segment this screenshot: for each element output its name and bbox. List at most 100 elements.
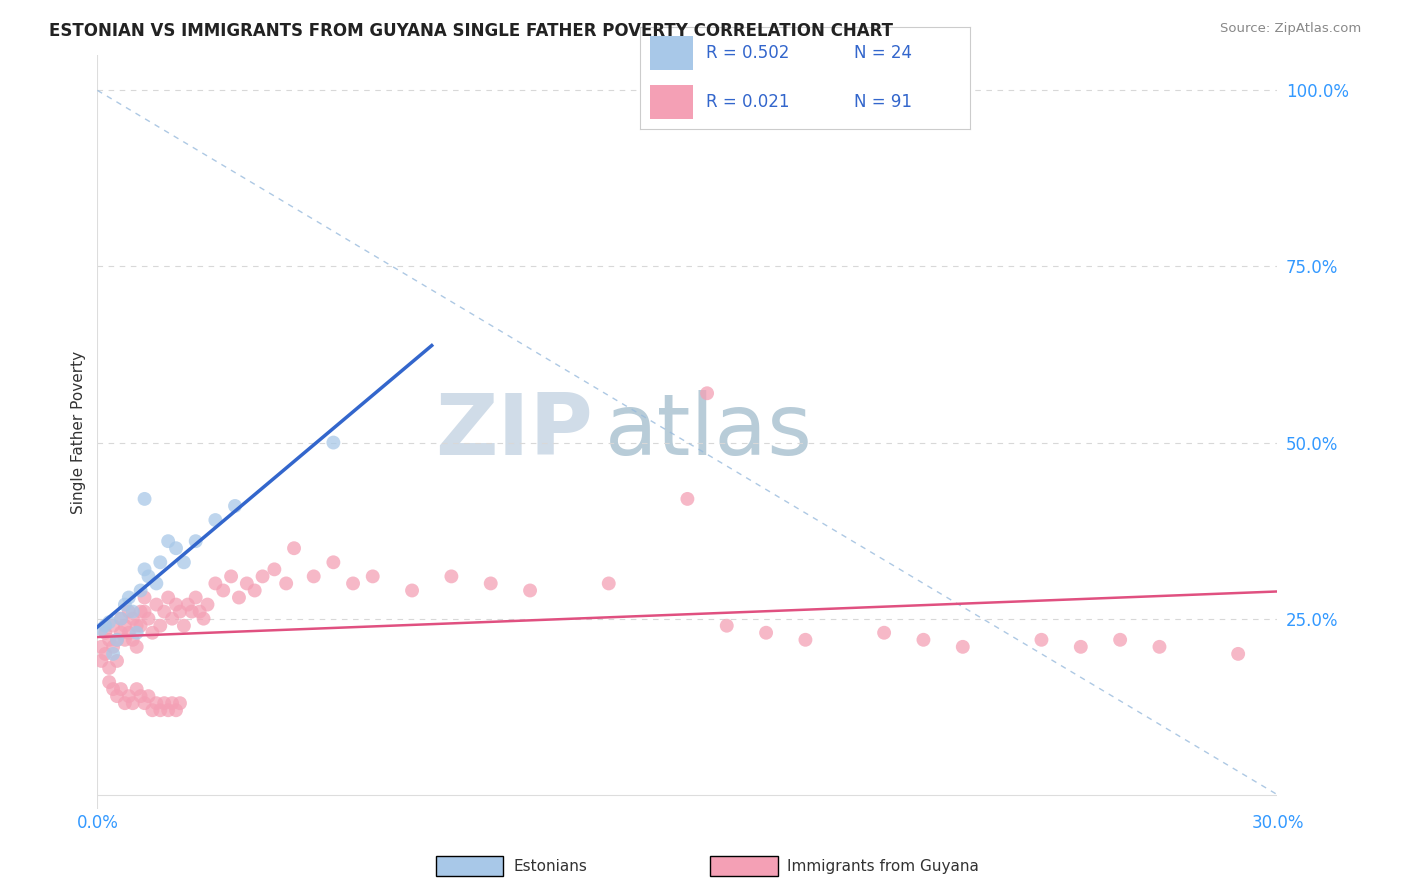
Text: R = 0.502: R = 0.502: [706, 44, 789, 62]
Point: [276, 576, 298, 591]
Point: [598, 576, 620, 591]
Point: [98, 632, 121, 647]
Point: [134, 696, 156, 710]
Point: [219, 569, 242, 583]
Point: [716, 618, 738, 632]
Point: [157, 591, 180, 605]
Point: [149, 703, 172, 717]
Point: [145, 576, 167, 591]
Text: atlas: atlas: [605, 391, 813, 474]
Point: [98, 661, 121, 675]
Point: [228, 591, 250, 605]
Point: [94, 618, 117, 632]
Y-axis label: Single Father Poverty: Single Father Poverty: [72, 351, 86, 514]
Point: [676, 491, 699, 506]
Point: [141, 703, 163, 717]
Point: [157, 703, 180, 717]
Point: [157, 534, 180, 549]
Point: [121, 605, 143, 619]
Point: [252, 569, 274, 583]
Point: [1149, 640, 1171, 654]
Point: [134, 605, 156, 619]
Point: [184, 534, 207, 549]
Point: [105, 632, 128, 647]
Point: [173, 618, 195, 632]
Point: [193, 612, 215, 626]
Point: [129, 605, 152, 619]
Point: [145, 696, 167, 710]
Point: [121, 632, 143, 647]
Point: [138, 689, 160, 703]
Point: [105, 689, 128, 703]
Point: [118, 605, 141, 619]
Point: [173, 555, 195, 569]
Point: [125, 618, 148, 632]
Point: [101, 682, 124, 697]
Point: [302, 569, 325, 583]
Point: [90, 654, 112, 668]
Point: [952, 640, 974, 654]
Point: [204, 576, 226, 591]
Point: [105, 632, 128, 647]
Point: [165, 598, 187, 612]
Point: [153, 605, 176, 619]
Text: Estonians: Estonians: [513, 859, 588, 873]
Point: [197, 598, 219, 612]
Point: [134, 562, 156, 576]
Point: [114, 696, 136, 710]
Point: [110, 612, 132, 626]
Point: [149, 555, 172, 569]
Point: [125, 625, 148, 640]
Point: [165, 703, 187, 717]
Point: [169, 605, 191, 619]
Bar: [650, 36, 693, 70]
Point: [129, 583, 152, 598]
Point: [101, 618, 124, 632]
Point: [322, 435, 344, 450]
Text: N = 91: N = 91: [855, 93, 912, 112]
Point: [121, 696, 143, 710]
Point: [165, 541, 187, 556]
Point: [479, 576, 502, 591]
Point: [1031, 632, 1053, 647]
Point: [94, 647, 117, 661]
Point: [134, 491, 156, 506]
Point: [101, 640, 124, 654]
Bar: [650, 86, 693, 119]
Point: [90, 622, 112, 636]
Point: [101, 647, 124, 661]
Text: R = 0.021: R = 0.021: [706, 93, 789, 112]
Point: [94, 625, 117, 640]
Point: [138, 569, 160, 583]
Point: [134, 591, 156, 605]
Point: [118, 625, 141, 640]
Point: [204, 513, 226, 527]
Text: Immigrants from Guyana: Immigrants from Guyana: [787, 859, 979, 873]
Point: [1109, 632, 1132, 647]
Point: [224, 499, 246, 513]
Point: [138, 612, 160, 626]
Point: [114, 598, 136, 612]
Point: [129, 618, 152, 632]
Point: [263, 562, 285, 576]
Point: [696, 386, 718, 401]
Point: [114, 632, 136, 647]
Point: [177, 598, 200, 612]
Point: [129, 689, 152, 703]
Point: [98, 675, 121, 690]
Point: [149, 618, 172, 632]
Point: [98, 615, 121, 630]
Text: Source: ZipAtlas.com: Source: ZipAtlas.com: [1220, 22, 1361, 36]
Point: [184, 591, 207, 605]
Point: [212, 583, 235, 598]
Point: [121, 612, 143, 626]
Point: [125, 640, 148, 654]
Point: [105, 654, 128, 668]
Point: [243, 583, 266, 598]
Text: N = 24: N = 24: [855, 44, 912, 62]
Point: [180, 605, 202, 619]
Point: [145, 598, 167, 612]
Point: [794, 632, 817, 647]
Point: [755, 625, 778, 640]
Point: [118, 591, 141, 605]
